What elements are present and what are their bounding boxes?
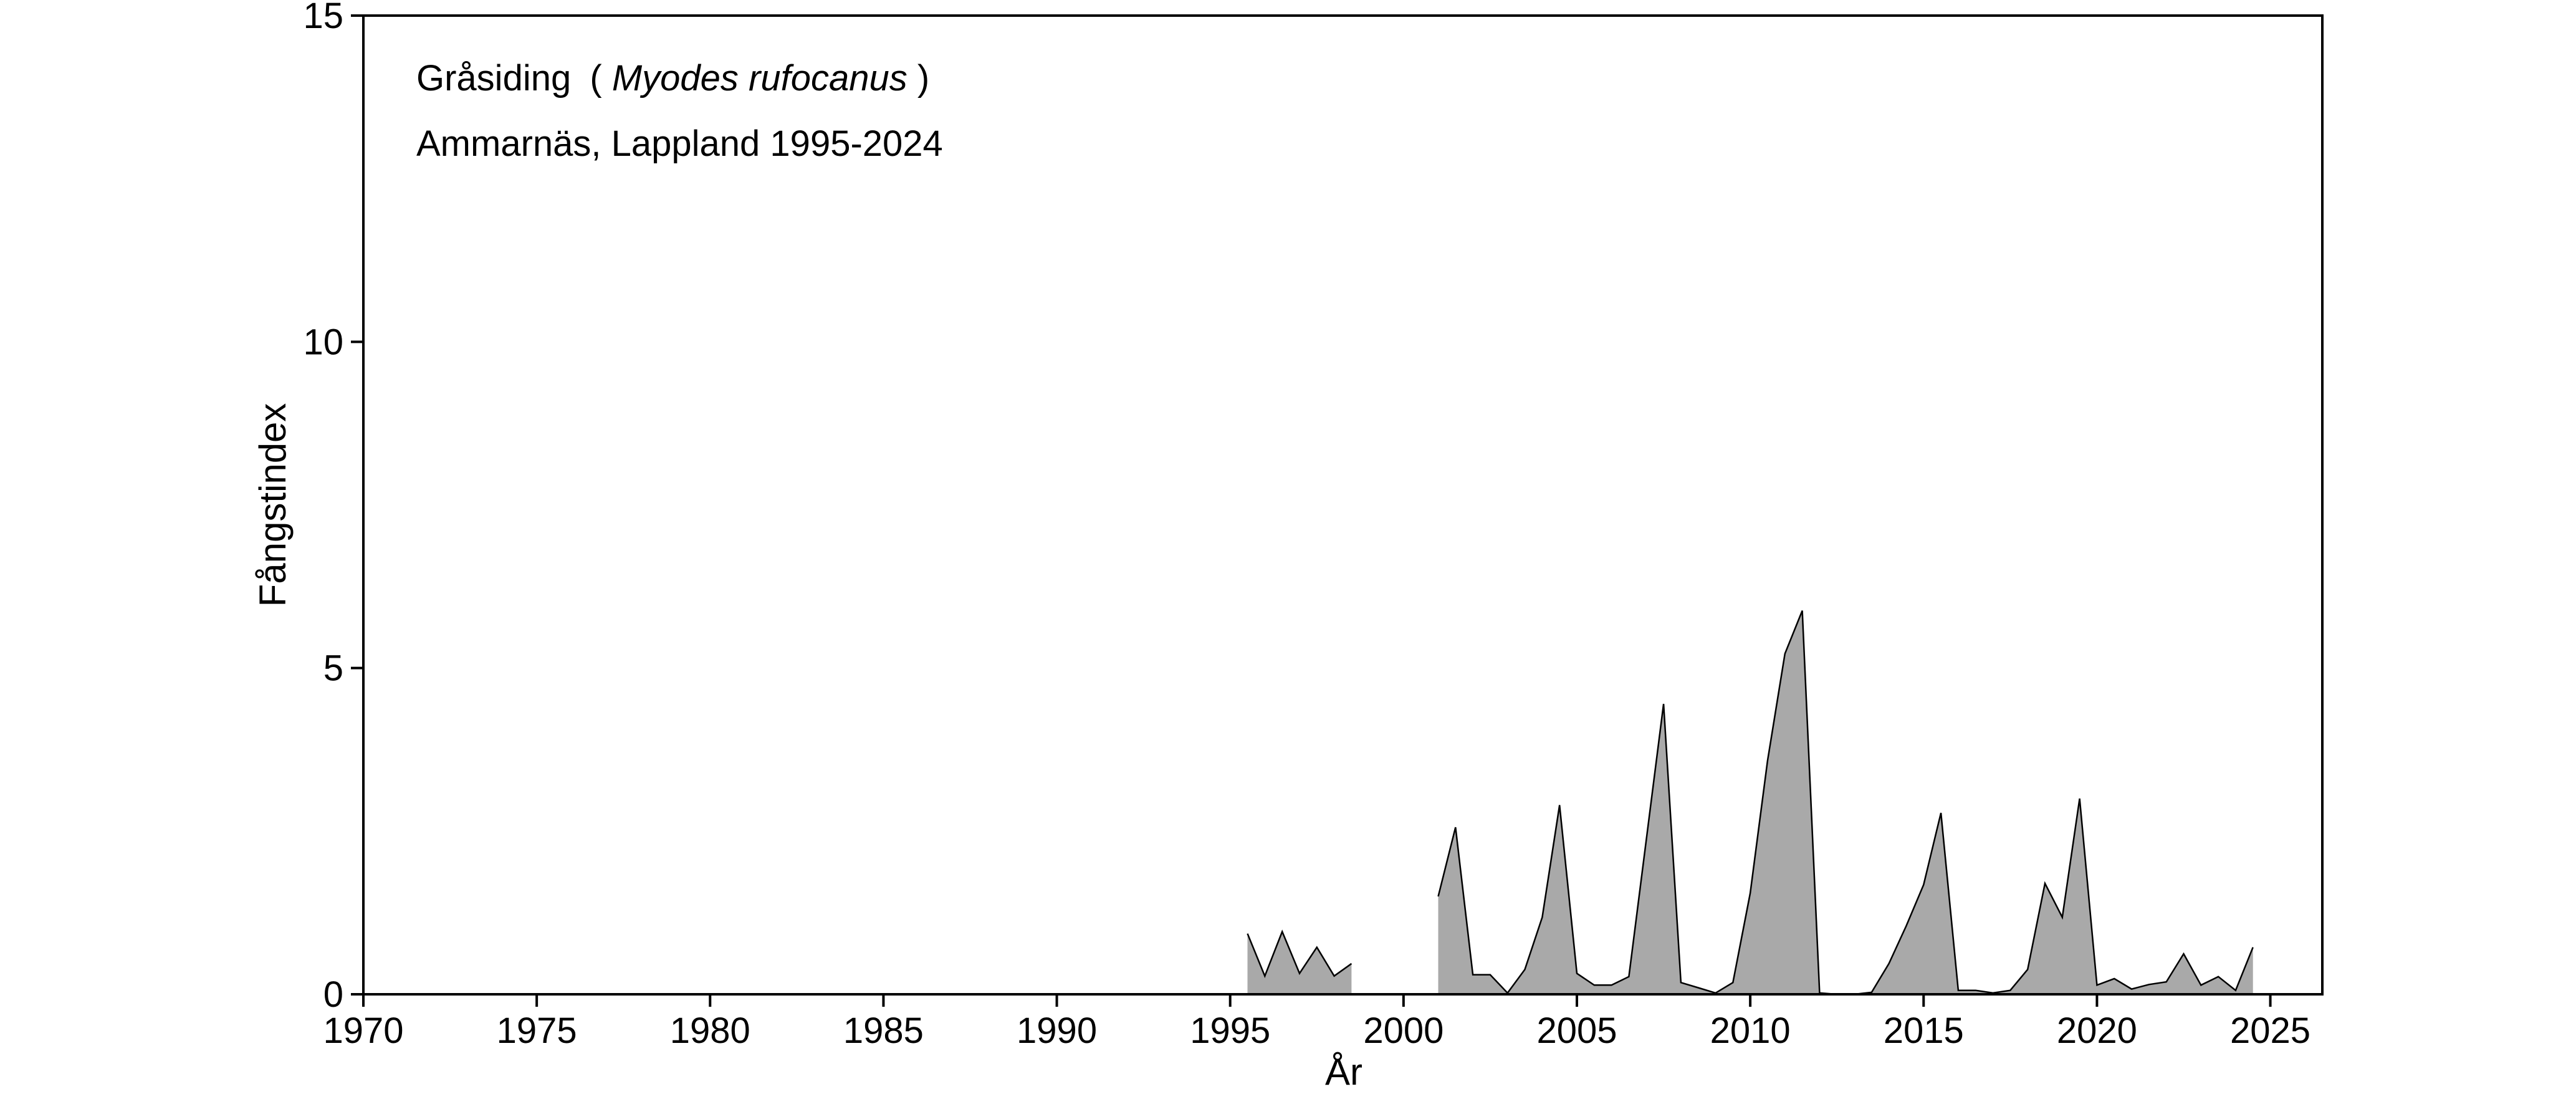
x-tick-label: 1995 bbox=[1190, 1010, 1270, 1051]
x-axis: 1970 1975 1980 1985 1990 1995 2000 2005 2010 2015… bbox=[323, 994, 2310, 1051]
species-latin: Myodes rufocanus bbox=[612, 58, 907, 98]
species-name: Gråsiding bbox=[416, 58, 571, 98]
paren-open: ( bbox=[590, 58, 601, 98]
x-tick-label: 1985 bbox=[843, 1010, 924, 1051]
area-segment-0 bbox=[1247, 931, 1352, 994]
y-axis: 0 5 10 15 bbox=[303, 0, 363, 1015]
x-tick-label: 2020 bbox=[2057, 1010, 2137, 1051]
x-tick-label: 2025 bbox=[2230, 1010, 2310, 1051]
paren-close: ) bbox=[917, 58, 929, 98]
x-axis-title: År bbox=[1325, 1051, 1362, 1093]
series-line-0 bbox=[1247, 929, 1353, 979]
x-tick-label: 2000 bbox=[1363, 1010, 1444, 1051]
y-tick-label: 10 bbox=[303, 322, 343, 362]
x-tick-label: 1990 bbox=[1017, 1010, 1097, 1051]
y-tick-label: 5 bbox=[323, 648, 343, 689]
x-tick-label: 1970 bbox=[323, 1010, 403, 1051]
x-tick-label: 1980 bbox=[670, 1010, 750, 1051]
x-tick-label: 2015 bbox=[1884, 1010, 1964, 1051]
y-tick-label: 0 bbox=[323, 974, 343, 1015]
area-layer bbox=[363, 610, 2322, 996]
y-axis-title: Fångstindex bbox=[252, 403, 294, 607]
x-tick-label: 2005 bbox=[1536, 1010, 1617, 1051]
location-annotation: Ammarnäs, Lappland 1995-2024 bbox=[416, 123, 943, 164]
x-tick-label: 1975 bbox=[497, 1010, 577, 1051]
area-segment-1 bbox=[1438, 610, 2253, 994]
species-annotation: Gråsiding ( Myodes rufocanus ) bbox=[416, 58, 929, 98]
x-tick-label: 2010 bbox=[1710, 1010, 1791, 1051]
y-tick-label: 15 bbox=[303, 0, 343, 36]
plot-frame bbox=[362, 14, 2324, 996]
